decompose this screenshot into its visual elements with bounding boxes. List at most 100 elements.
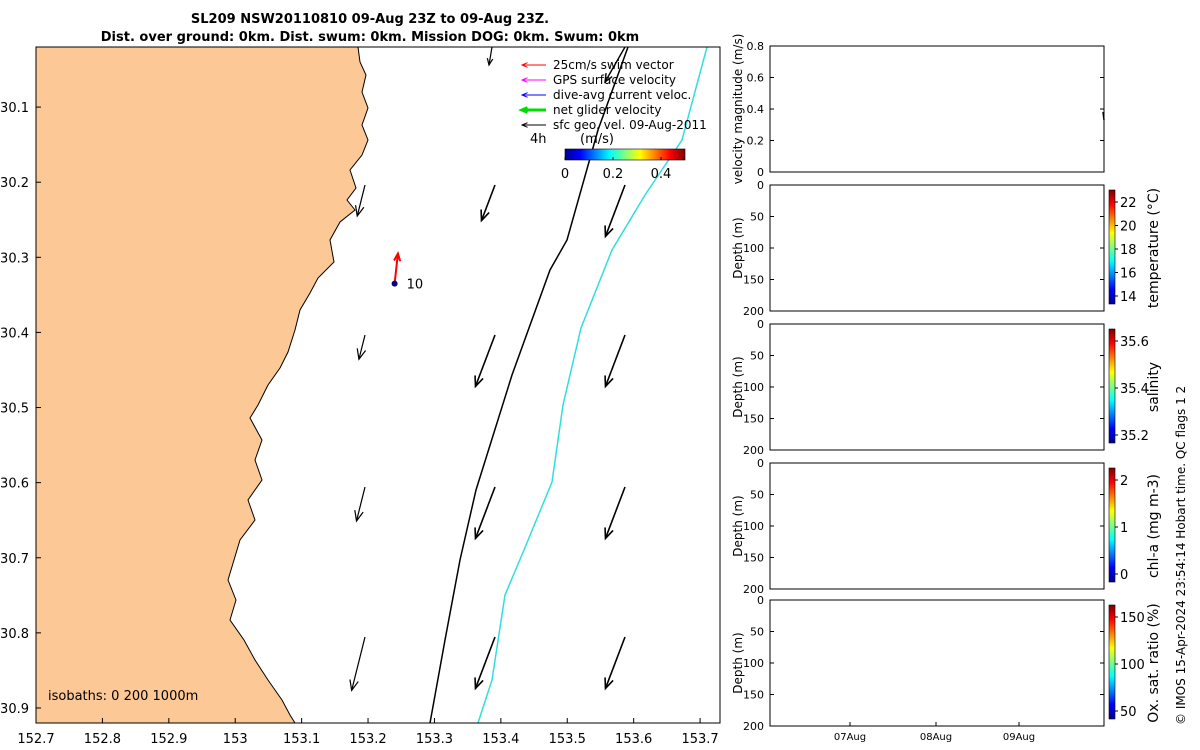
lon-tick-label: 153.2 [349,732,386,747]
velocity-colorbar-ticks: 0 0.2 0.4 [561,157,671,182]
lon-tick-label: 153 [223,732,248,747]
panel-4: 0 50 100 150 200 Depth (m) 0 1 2 chl-a (mg m-3) [731,457,1162,596]
y-tick-label: 200 [743,444,764,457]
colorbar-label: chl-a (mg m-3) [1146,474,1162,578]
arrow-shaft [474,486,496,539]
credit-text: © IMOS 15-Apr-2024 23:54:14 Hobart time.… [1174,386,1188,725]
colorbar-tick-label: 16 [1120,267,1137,282]
chart-title-line-2: Dist. over ground: 0km. Dist. swum: 0km.… [100,30,640,45]
arrow-shaft [351,636,366,691]
lon-tick-label: 153.4 [482,732,519,747]
lat-tick-label: 30.1 [0,101,29,116]
arrow-head [349,679,359,692]
arrow-shaft [604,636,626,689]
arrow-head [520,77,528,83]
lon-tick-label: 153.7 [681,732,718,747]
arrow-head [604,527,614,541]
isobath-200m [429,47,629,723]
arrow-shaft [474,636,496,689]
y-tick-label: 200 [743,305,764,318]
y-tick-label: 50 [750,211,764,224]
arrow-shaft [474,334,496,387]
y-axis-label: Depth (m) [731,356,745,417]
lon-tick-label: 153.3 [416,732,453,747]
arrow-shaft [604,47,626,83]
lat-tick-label: 30.2 [0,176,29,191]
arrow-shaft [356,184,366,217]
arrow-head [604,677,614,691]
legend-label: dive-avg current veloc. [553,88,691,102]
arrow-shaft [604,334,626,387]
y-tick-label: 150 [743,413,764,426]
colorbar-tick-label: 2 [1120,474,1128,489]
panel-frame [769,323,1105,451]
lon-tick-label: 152.8 [84,732,121,747]
arrow-head [354,205,365,218]
arrow-head [474,677,484,691]
y-tick-label: 50 [750,489,764,502]
y-tick-label: 0 [757,457,764,470]
colorbar [1108,467,1116,583]
colorbar-label: salinity [1146,362,1162,412]
coastline-land [36,47,369,723]
velocity-data-fragment [1102,111,1105,121]
colorbar-label: (m/s) [580,132,614,147]
glider-position-marker [391,280,398,287]
duration-label: 4h [530,132,547,147]
arrow-head [518,106,529,114]
arrow-shaft [488,47,493,66]
y-tick-label: 0 [757,166,764,179]
panel-3: 0 50 100 150 200 Depth (m) 35.2 35.4 35.6 salinit… [731,318,1162,457]
panel-frame [769,462,1105,590]
colorbar [1108,189,1116,305]
y-tick-label: 200 [743,583,764,596]
legend-label: sfc geo. vel. 09-Aug-2011 [553,118,707,132]
arrow-head [604,375,614,389]
y-tick-label: 50 [750,626,764,639]
y-tick-label: 0.4 [747,103,765,116]
colorbar-tick-label: 0 [561,167,569,182]
y-axis-label: Depth (m) [731,217,745,278]
y-axis-label: Depth (m) [731,495,745,556]
arrow-shaft [355,486,366,522]
arrow-head [480,209,490,223]
y-axis-label: Depth (m) [731,632,745,693]
colorbar-label: temperature (°C) [1146,188,1162,308]
glider-label: 10 [407,278,424,293]
legend-label: 25cm/s swim vector [553,58,674,72]
y-tick-label: 0.6 [747,72,765,85]
arrow-head [520,92,528,98]
surface-geostrophic-velocity-arrows [349,47,626,692]
lat-tick-label: 30.5 [0,402,29,417]
arrow-head [354,509,364,523]
map-panel: 152.7 152.8 152.9 153 153.1 153.2 153.3 153.4 15… [0,46,721,747]
x-tick-label: 07Aug [834,732,866,743]
arrow-head [486,58,494,67]
y-tick-label: 0.8 [747,40,765,53]
arrow-head [604,225,614,239]
colorbar-tick-label: 0.4 [651,167,672,182]
y-tick-label: 150 [743,689,764,702]
y-tick-label: 100 [743,657,764,670]
colorbar-tick-label: 150 [1120,611,1145,626]
arrow-head [393,251,402,262]
arrow-shaft [604,184,626,237]
lat-tick-label: 30.7 [0,552,29,567]
colorbar-tick-label: 50 [1120,705,1137,720]
lat-tick-label: 30.6 [0,477,29,492]
legend-label: net glider velocity [553,103,661,117]
y-tick-label: 100 [743,520,764,533]
colorbar-tick-label: 18 [1120,243,1137,258]
colorbar-tick-label: 22 [1120,196,1137,211]
colorbar-tick-label: 35.6 [1120,335,1149,350]
panel-2: 0 50 100 150 200 Depth (m) 14 16 18 20 22 temperatu… [731,179,1162,318]
y-tick-label: 0.2 [747,135,765,148]
lon-tick-label: 153.1 [283,732,320,747]
arrow-shaft [358,334,366,360]
lat-tick-label: 30.3 [0,251,29,266]
y-tick-label: 100 [743,242,764,255]
x-tick-label: 09Aug [1003,732,1035,743]
